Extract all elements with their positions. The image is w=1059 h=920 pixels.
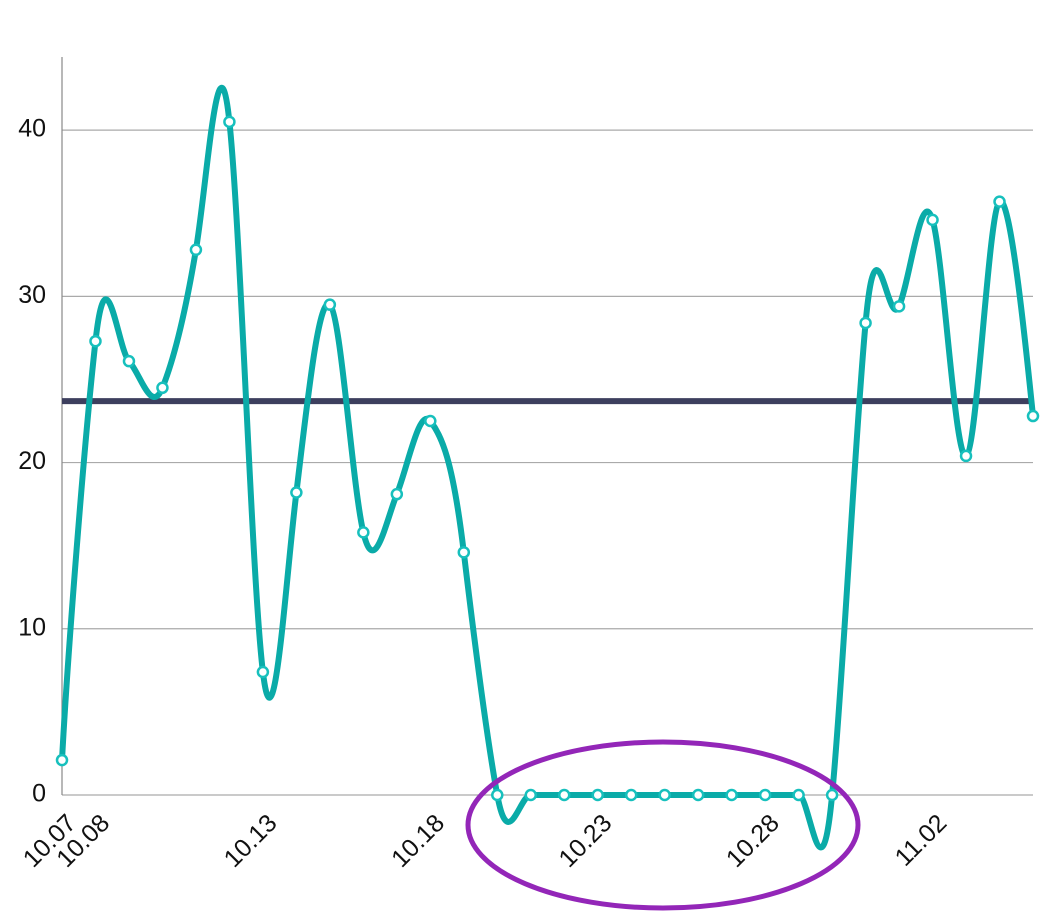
x-tick-label: 10.23: [553, 809, 617, 873]
point: [892, 300, 906, 313]
y-tick-label: 30: [18, 281, 46, 309]
point: [792, 788, 805, 802]
point: [223, 115, 236, 129]
point: [825, 788, 839, 802]
point: [758, 788, 772, 802]
point: [491, 788, 504, 802]
point: [323, 298, 337, 311]
point: [725, 788, 738, 802]
point: [959, 449, 973, 463]
point: [290, 486, 303, 499]
point: [993, 195, 1006, 208]
point: [859, 316, 872, 330]
point: [557, 788, 571, 802]
y-tick-label: 10: [18, 613, 46, 641]
point: [55, 753, 69, 767]
x-tick-label: 10.18: [386, 809, 450, 873]
point: [1026, 409, 1040, 423]
point: [424, 414, 437, 428]
y-tick-label: 20: [18, 447, 46, 475]
point: [189, 243, 203, 257]
point: [357, 526, 370, 539]
point: [156, 381, 169, 395]
point: [524, 788, 538, 802]
point: [658, 788, 671, 802]
x-tick-label: 11.02: [890, 809, 953, 872]
point: [122, 354, 136, 368]
point: [256, 665, 270, 679]
point: [624, 788, 638, 802]
highlight-ellipse: [465, 739, 861, 911]
x-tick-label: 10.28: [721, 809, 785, 873]
point: [89, 334, 102, 348]
point: [926, 213, 939, 227]
point: [457, 546, 471, 559]
x-tick-label: 10.13: [219, 809, 283, 873]
point: [591, 788, 604, 802]
line: [59, 84, 1036, 851]
point: [691, 788, 705, 802]
y-tick-label: 40: [18, 115, 46, 143]
point: [390, 487, 404, 501]
y-tick-label: 0: [32, 780, 46, 808]
